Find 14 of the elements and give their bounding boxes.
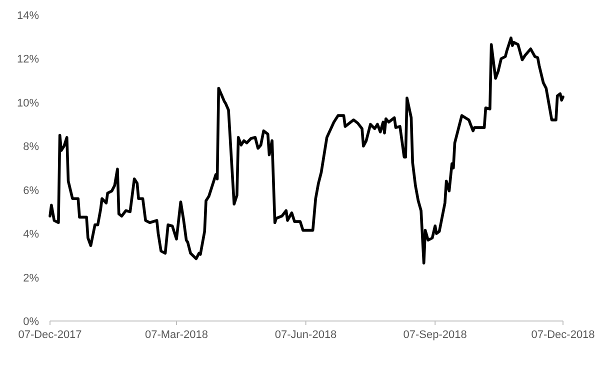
y-tick-label: 2% [23, 272, 40, 284]
x-tick-label: 07-Dec-2017 [18, 329, 82, 341]
x-tick-label: 07-Mar-2018 [145, 329, 208, 341]
y-tick-label: 14% [16, 10, 40, 22]
y-tick-label: 4% [23, 228, 40, 241]
y-tick-label: 0% [23, 316, 40, 328]
y-tick-label: 6% [23, 184, 40, 197]
x-tick-label: 07-Jun-2018 [274, 329, 337, 341]
x-tick-label: 07-Dec-2018 [531, 329, 595, 341]
y-tick-label: 10% [16, 97, 40, 110]
y-tick-label: 12% [16, 54, 40, 66]
line-series [48, 36, 564, 264]
x-tick-label: 07-Sep-2018 [403, 329, 467, 341]
y-tick-label: 8% [23, 141, 40, 154]
